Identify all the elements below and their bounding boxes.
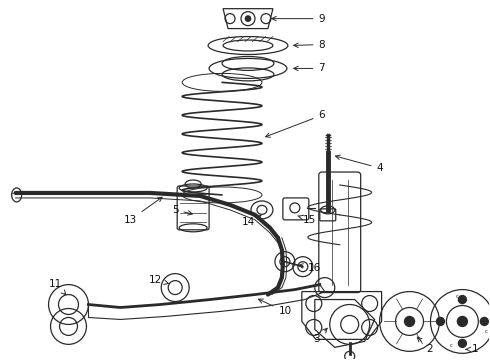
Text: 15: 15 bbox=[298, 215, 317, 225]
Circle shape bbox=[480, 318, 489, 325]
Text: 13: 13 bbox=[123, 197, 162, 225]
Text: 6: 6 bbox=[266, 110, 325, 137]
Text: c: c bbox=[450, 342, 453, 347]
Circle shape bbox=[405, 316, 415, 327]
Text: 1: 1 bbox=[466, 345, 479, 354]
Circle shape bbox=[245, 15, 251, 22]
Text: 4: 4 bbox=[336, 155, 383, 173]
Text: 3: 3 bbox=[314, 328, 327, 345]
Text: 16: 16 bbox=[299, 263, 321, 273]
Text: c: c bbox=[485, 329, 488, 334]
Circle shape bbox=[457, 316, 467, 327]
Text: 7: 7 bbox=[294, 63, 325, 73]
Text: 9: 9 bbox=[272, 14, 325, 24]
Text: 2: 2 bbox=[417, 337, 433, 354]
Circle shape bbox=[437, 318, 444, 325]
Text: c: c bbox=[455, 294, 459, 299]
Text: 11: 11 bbox=[49, 279, 66, 295]
Text: 8: 8 bbox=[294, 40, 325, 50]
Text: 12: 12 bbox=[148, 275, 169, 285]
Circle shape bbox=[458, 339, 466, 347]
Circle shape bbox=[458, 296, 466, 303]
Text: 14: 14 bbox=[242, 215, 261, 227]
Text: 10: 10 bbox=[258, 299, 292, 316]
Text: 5: 5 bbox=[172, 205, 193, 215]
